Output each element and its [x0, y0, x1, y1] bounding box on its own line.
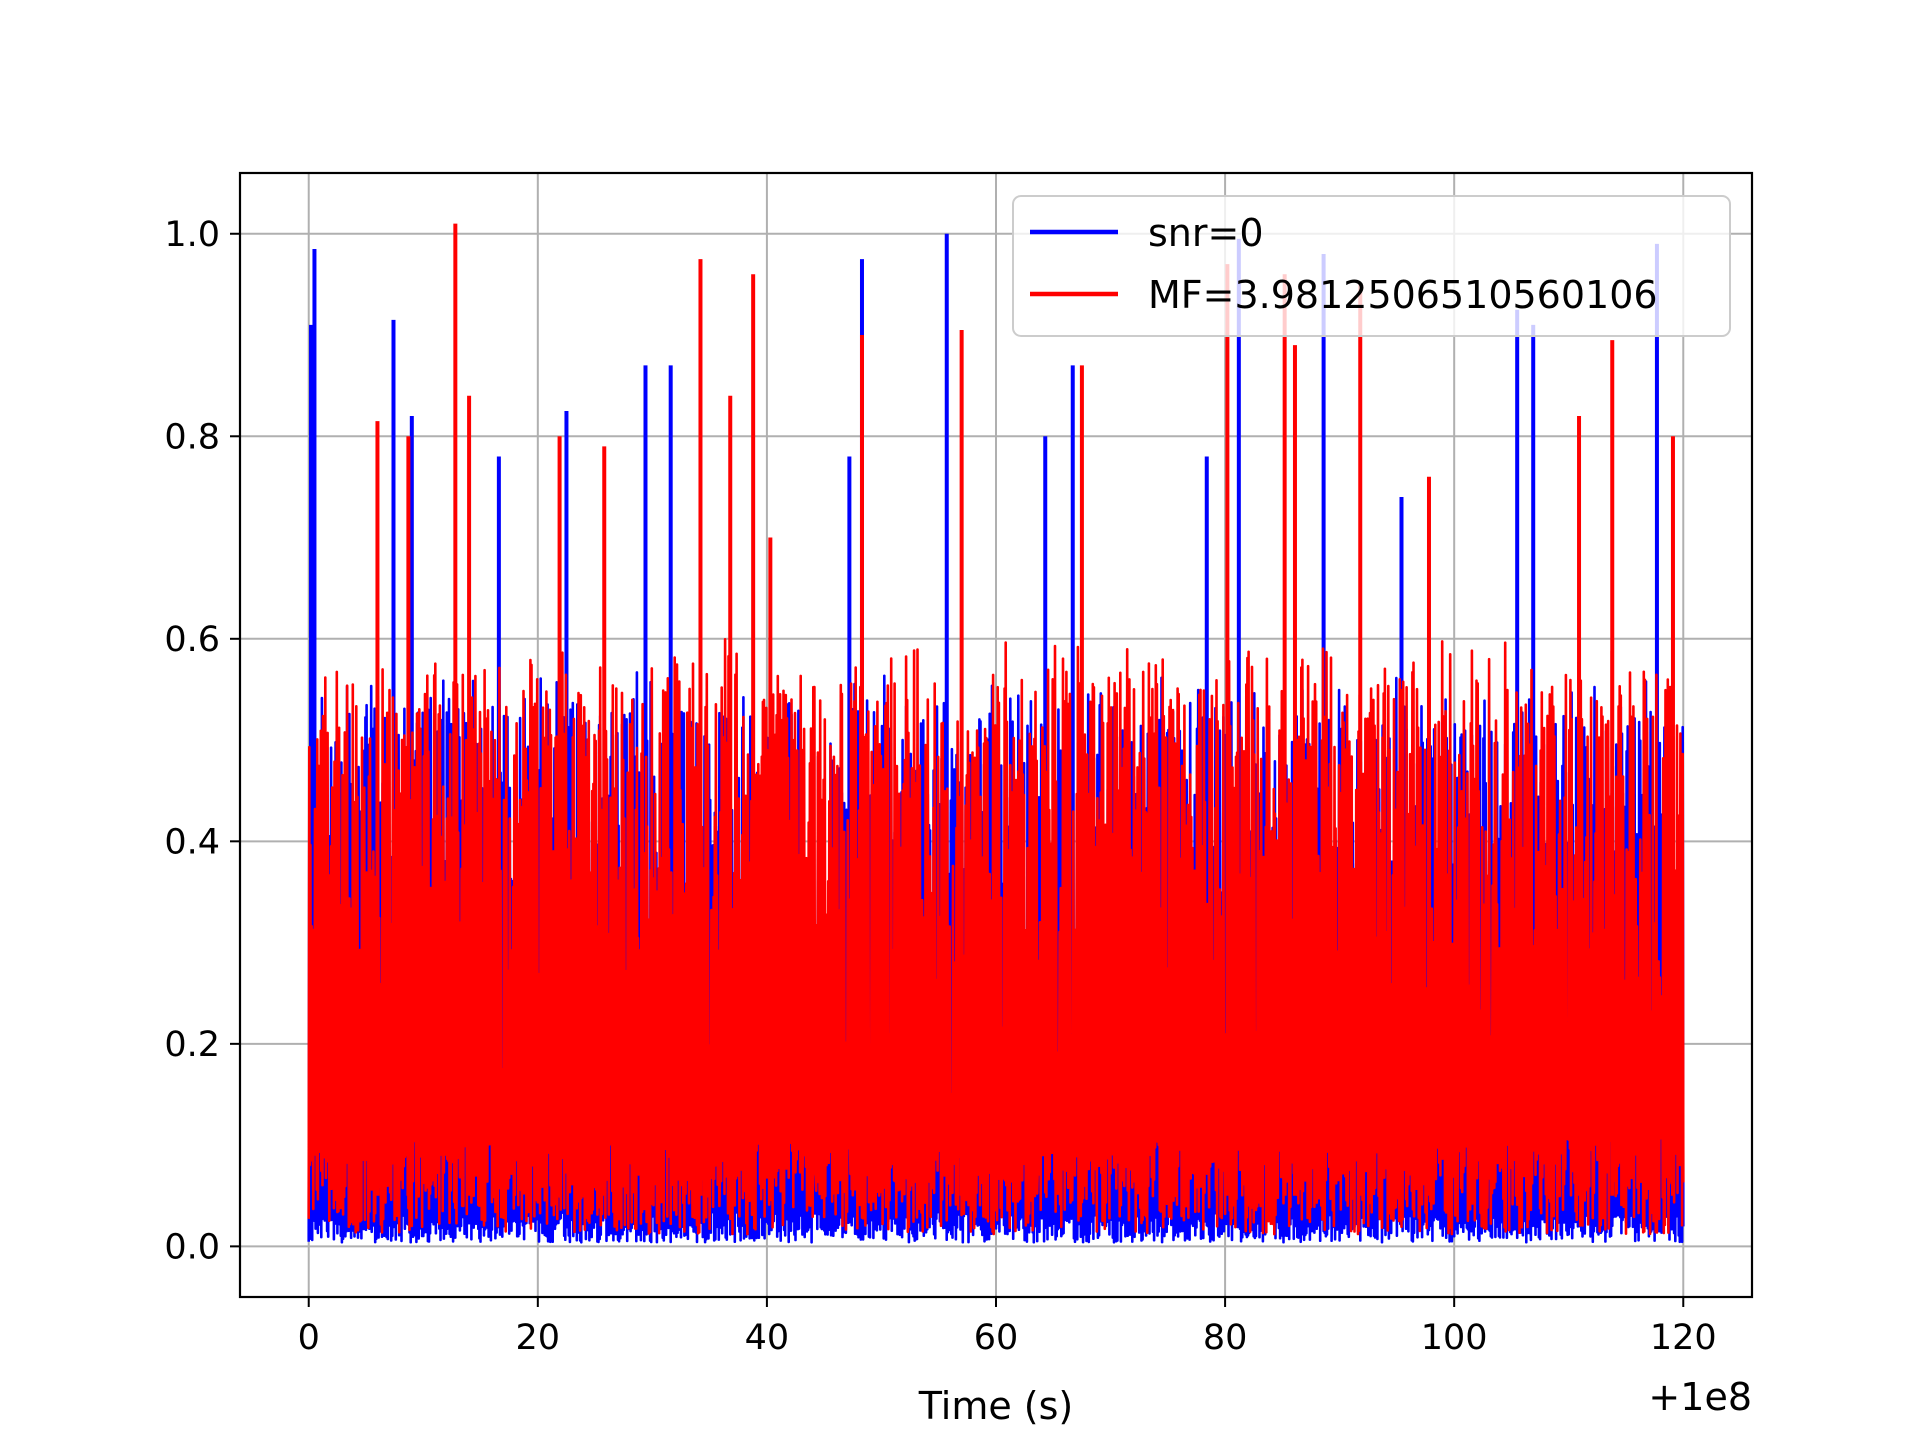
- x-tick-label: 40: [745, 1318, 790, 1358]
- series-line: [307, 671, 1685, 1244]
- legend-label-snr: snr=0: [1148, 211, 1264, 255]
- y-tick-label: 0.8: [164, 417, 220, 457]
- y-tick-label: 0.4: [164, 822, 220, 862]
- x-tick-label: 80: [1203, 1318, 1248, 1358]
- series-1: [307, 223, 1685, 1236]
- x-offset-label: +1e8: [1648, 1375, 1752, 1419]
- y-tick-label: 0.2: [164, 1025, 220, 1065]
- x-tick-label: 20: [516, 1318, 561, 1358]
- y-tick-label: 0.0: [164, 1227, 220, 1267]
- legend-label-mf: MF=3.9812506510560106: [1148, 273, 1658, 317]
- x-tick-label: 60: [974, 1318, 1019, 1358]
- y-tick-label: 0.6: [164, 620, 220, 660]
- y-ticks: 0.0 0.2 0.4 0.6 0.8 1.0: [164, 215, 240, 1267]
- x-axis-label: Time (s): [918, 1384, 1074, 1428]
- x-tick-label: 0: [298, 1318, 320, 1358]
- series-line: [307, 638, 1685, 1236]
- plot-series: [307, 223, 1685, 1244]
- x-tick-label: 120: [1650, 1318, 1717, 1358]
- legend-box: [1012, 195, 1731, 337]
- legend: snr=0 MF=3.9812506510560106: [1012, 195, 1731, 337]
- x-ticks: 0 20 40 60 80 100 120: [298, 1297, 1717, 1358]
- y-tick-label: 1.0: [164, 215, 220, 255]
- x-tick-label: 100: [1421, 1318, 1488, 1358]
